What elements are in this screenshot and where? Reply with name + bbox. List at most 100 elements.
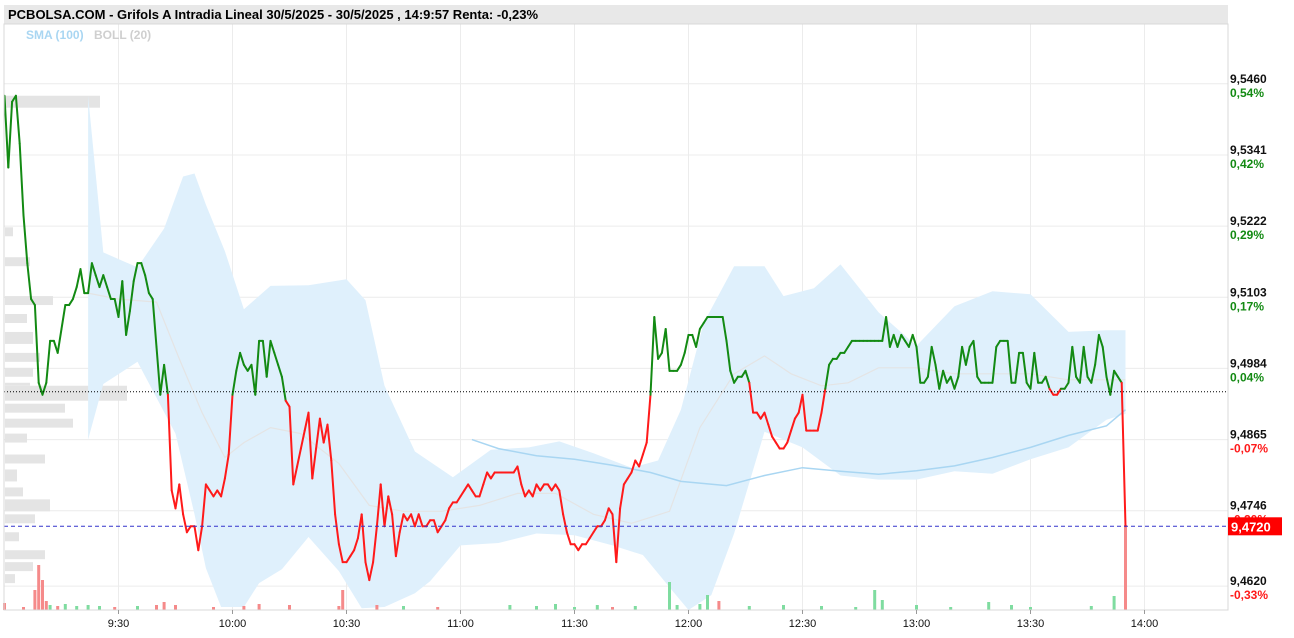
price-segment [125, 310, 131, 336]
price-segment [615, 507, 622, 564]
price-segment [695, 327, 701, 348]
price-segment [816, 411, 823, 432]
price-segment [907, 333, 914, 348]
price-segment [185, 525, 192, 534]
volume-bar [1124, 525, 1127, 610]
volume-bar [41, 580, 44, 610]
price-segment [117, 280, 124, 318]
price-segment [790, 417, 796, 432]
price-segment [269, 339, 276, 354]
volume-bars [3, 525, 1127, 610]
y-tick-label: 9,4746 [1230, 499, 1267, 513]
x-tick-label: 11:30 [561, 618, 588, 630]
price-segment [212, 489, 219, 498]
price-segment [448, 501, 454, 510]
title-bar [4, 5, 1228, 24]
price-segment [197, 525, 204, 552]
x-tick-label: 12:30 [789, 618, 817, 630]
price-segment [60, 304, 67, 330]
volume-bar [668, 582, 671, 610]
price-segment [486, 471, 492, 480]
price-segment [976, 375, 983, 384]
price-segment [638, 453, 644, 468]
price-segment [725, 339, 732, 372]
volume-bar [820, 606, 823, 610]
price-segment [33, 304, 40, 384]
price-segment [144, 274, 150, 295]
volume-profile-bar [5, 550, 45, 560]
volume-bar [257, 604, 261, 610]
volume-bar [63, 604, 67, 610]
price-segment [360, 513, 367, 564]
price-segment [664, 327, 671, 372]
price-segment [22, 214, 29, 265]
volume-bar [56, 606, 60, 610]
price-segment [398, 513, 405, 534]
price-segment [315, 417, 321, 450]
price-segment [721, 316, 728, 342]
volume-bar [1010, 605, 1013, 610]
reference-lines [4, 391, 1228, 527]
volume-bar [949, 607, 953, 610]
bollinger-middle-line [87, 292, 1126, 524]
price-segment [622, 477, 629, 486]
price-segment [227, 393, 234, 456]
price-segment [417, 513, 424, 528]
x-axis: 9:30 10:00 10:30 11:00 11:30 12:00 12:30 13:00 1… [108, 610, 1158, 630]
price-segment [1105, 375, 1112, 396]
price-segment [1021, 351, 1028, 384]
volume-profile-bar [5, 352, 40, 362]
price-segment [292, 465, 299, 486]
x-tick-label: 13:30 [1017, 618, 1045, 630]
price-segment [1014, 351, 1021, 384]
volume-bar [987, 602, 991, 610]
price-segment [1116, 375, 1123, 384]
bollinger-bands [87, 95, 1126, 611]
price-segment [915, 345, 922, 384]
price-segment [691, 333, 698, 348]
volume-bar [337, 606, 341, 610]
volume-bar [611, 607, 614, 610]
y-tick-percent: 0,54% [1230, 86, 1264, 100]
price-segment [128, 280, 135, 313]
price-segment [820, 387, 827, 414]
price-segment [79, 268, 86, 295]
price-segment [763, 411, 770, 426]
volume-bar [880, 600, 884, 610]
price-segment [653, 316, 660, 360]
volume-bar [86, 605, 90, 610]
price-segment [554, 483, 561, 492]
price-segment [455, 495, 462, 504]
last-price-label: 9,4720 [1231, 519, 1271, 534]
price-segment [330, 459, 337, 516]
price-segment [619, 483, 625, 510]
volume-bar [535, 606, 538, 610]
price-segment [204, 483, 211, 492]
y-axis: 9,54600,54%9,53410,42%9,52220,29%9,51030… [1230, 72, 1268, 602]
price-segment [702, 316, 709, 324]
last-price-badge [1228, 517, 1282, 536]
volume-bar [573, 607, 576, 610]
price-segment [1071, 345, 1078, 378]
price-segment [949, 375, 956, 390]
price-segment [467, 483, 473, 492]
price-segment [782, 441, 789, 450]
price-segment [337, 543, 344, 564]
price-segment [265, 339, 272, 378]
volume-bar [747, 606, 751, 610]
price-segment [592, 525, 599, 534]
price-segment [440, 519, 447, 528]
price-segment [588, 531, 595, 540]
price-segment [600, 519, 606, 528]
price-segment [828, 357, 834, 366]
price-segment [524, 489, 530, 498]
price-segment [562, 513, 568, 534]
y-tick-label: 9,5460 [1230, 72, 1267, 86]
price-segment [94, 274, 101, 289]
legend-boll: BOLL (20) [94, 28, 151, 42]
price-segment [41, 381, 48, 396]
x-tick-label: 11:00 [447, 618, 474, 630]
price-segment [995, 339, 1002, 348]
y-tick-label: 9,5341 [1230, 143, 1267, 157]
price-segment [102, 274, 109, 289]
